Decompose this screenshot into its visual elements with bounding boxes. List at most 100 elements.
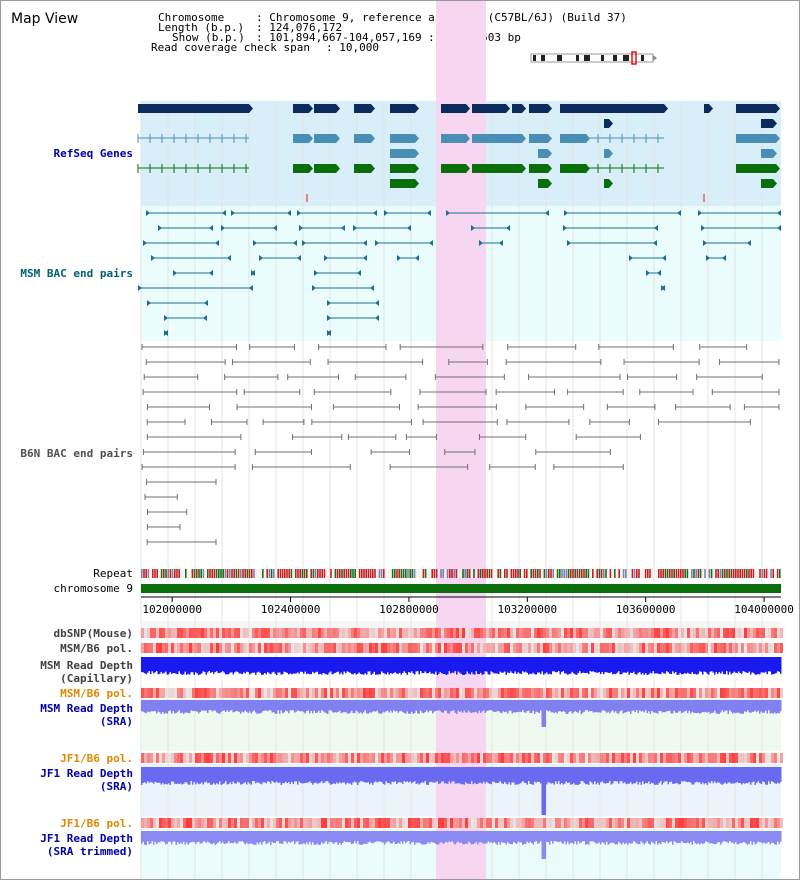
dbsnp-cell	[144, 628, 147, 638]
msm-b6-pol-cell	[570, 688, 573, 698]
msm-depth-sra-bar	[567, 700, 569, 714]
jf1-trimmed-depth-bar	[198, 831, 200, 842]
dbsnp-cell	[474, 628, 477, 638]
jf1-trimmed-depth-bar	[192, 831, 194, 842]
msm-depth-capillary-bar	[180, 657, 182, 674]
jf1-trimmed-depth-bar	[498, 831, 500, 843]
jf1-trimmed-depth-bar	[454, 831, 456, 845]
jf1-trimmed-depth-bar	[499, 831, 501, 845]
jf1-depth-bar	[465, 767, 467, 783]
jf1-trimmed-depth-bar	[211, 831, 213, 845]
msm-depth-sra-bar	[702, 700, 704, 712]
msm-depth-capillary-bar	[274, 657, 276, 674]
msm-depth-capillary-bar	[561, 657, 563, 672]
msm-b6-pol-cell	[267, 688, 270, 698]
repeat-element	[583, 569, 585, 578]
jf1-trimmed-depth-bar	[312, 831, 314, 843]
msm-bac-end	[375, 300, 379, 306]
jf1-depth-bar	[612, 767, 614, 784]
jf1-depth-bar	[145, 767, 147, 784]
msm-depth-sra-bar	[658, 700, 660, 711]
jf1-depth-bar	[619, 767, 621, 782]
jf1-depth-bar	[372, 767, 374, 785]
repeat-element	[402, 569, 405, 578]
jf1-trimmed-depth-bar	[336, 831, 338, 843]
jf1-trimmed-depth-bar	[381, 831, 383, 843]
jf1-depth-bar	[535, 767, 537, 783]
jf1-trimmed-depth-bar	[330, 831, 332, 842]
jf1-depth-bar	[478, 767, 480, 783]
jf1-depth-bar	[739, 767, 741, 784]
jf1-b6-pol-cell	[576, 753, 579, 763]
msm-depth-sra-bar	[649, 700, 651, 714]
repeat-element	[464, 569, 466, 578]
msm-b6-pol-cell	[564, 643, 567, 653]
jf1-trimmed-depth-bar	[526, 831, 528, 842]
repeat-element	[726, 569, 728, 578]
msm-b6-pol-cell	[492, 643, 495, 653]
repeat-element	[244, 569, 246, 578]
msm-depth-capillary-bar	[549, 657, 551, 674]
msm-b6-pol-cell	[675, 688, 678, 698]
dbsnp-cell	[522, 628, 525, 638]
jf1-b6-pol-cell	[630, 753, 633, 763]
jf1-depth-bar	[211, 767, 213, 785]
jf1-depth-bar	[546, 767, 548, 785]
dbsnp-cell	[309, 628, 312, 638]
jf1-b6-pol-cell	[486, 753, 489, 763]
msm-b6-pol-cell	[663, 643, 666, 653]
repeat-element	[644, 569, 647, 578]
dbsnp-cell	[480, 628, 483, 638]
msm-depth-capillary-bar	[376, 657, 378, 675]
repeat-element	[361, 569, 363, 578]
msm-depth-capillary-bar	[477, 657, 479, 675]
jf1-depth-bar	[604, 767, 606, 784]
jf1-b6-pol-cell	[189, 818, 192, 828]
refseq-gene-arrow	[548, 179, 552, 188]
msm-b6-pol-cell	[702, 643, 705, 653]
msm-b6-pol-cell	[456, 643, 459, 653]
msm-b6-pol-cell	[501, 643, 504, 653]
jf1-depth-bar	[367, 767, 369, 783]
jf1-depth-bar	[271, 767, 273, 782]
msm-depth-capillary-bar	[592, 657, 594, 672]
msm-depth-capillary-bar	[739, 657, 741, 673]
jf1-depth-bar	[280, 767, 282, 785]
jf1-depth-bar	[625, 767, 627, 785]
repeat-element	[380, 569, 383, 578]
jf1-b6-pol-cell	[264, 753, 267, 763]
msm-depth-capillary-bar	[598, 657, 600, 672]
jf1-depth-bar	[579, 767, 581, 785]
msm-b6-pol-cell	[312, 643, 315, 653]
msm-depth-capillary-bar	[397, 657, 399, 674]
refseq-gene-arrow	[776, 104, 780, 113]
dbsnp-cell	[174, 628, 177, 638]
msm-depth-capillary-bar	[622, 657, 624, 673]
repeat-element	[306, 569, 308, 578]
jf1-depth-bar	[669, 767, 671, 783]
refseq-gene	[390, 179, 415, 188]
repeat-element	[222, 569, 224, 578]
msm-depth-capillary-bar	[520, 657, 522, 674]
jf1-b6-pol-cell	[216, 753, 219, 763]
msm-b6-pol-cell	[363, 688, 366, 698]
msm-depth-capillary-bar	[660, 657, 662, 675]
jf1-trimmed-depth-bar	[310, 831, 312, 845]
jf1-trimmed-depth-bar	[345, 831, 347, 843]
repeat-element	[358, 569, 361, 578]
repeat-element	[444, 569, 447, 578]
jf1-b6-pol-cell	[165, 818, 168, 828]
msm-depth-sra-bar	[295, 700, 297, 712]
dbsnp-cell	[255, 628, 258, 638]
axis-tick-label: 102800000	[379, 603, 439, 616]
dbsnp-cell	[219, 628, 222, 638]
jf1-b6-pol-cell	[753, 818, 756, 828]
msm-b6-pol-cell	[660, 688, 663, 698]
msm-depth-sra-bar	[168, 700, 170, 712]
msm-depth-capillary-bar	[516, 657, 518, 674]
msm-depth-capillary-bar	[735, 657, 737, 673]
jf1-trimmed-depth-bar	[400, 831, 402, 842]
msm-depth-sra-bar	[424, 700, 426, 712]
jf1-b6-pol-cell	[729, 818, 732, 828]
